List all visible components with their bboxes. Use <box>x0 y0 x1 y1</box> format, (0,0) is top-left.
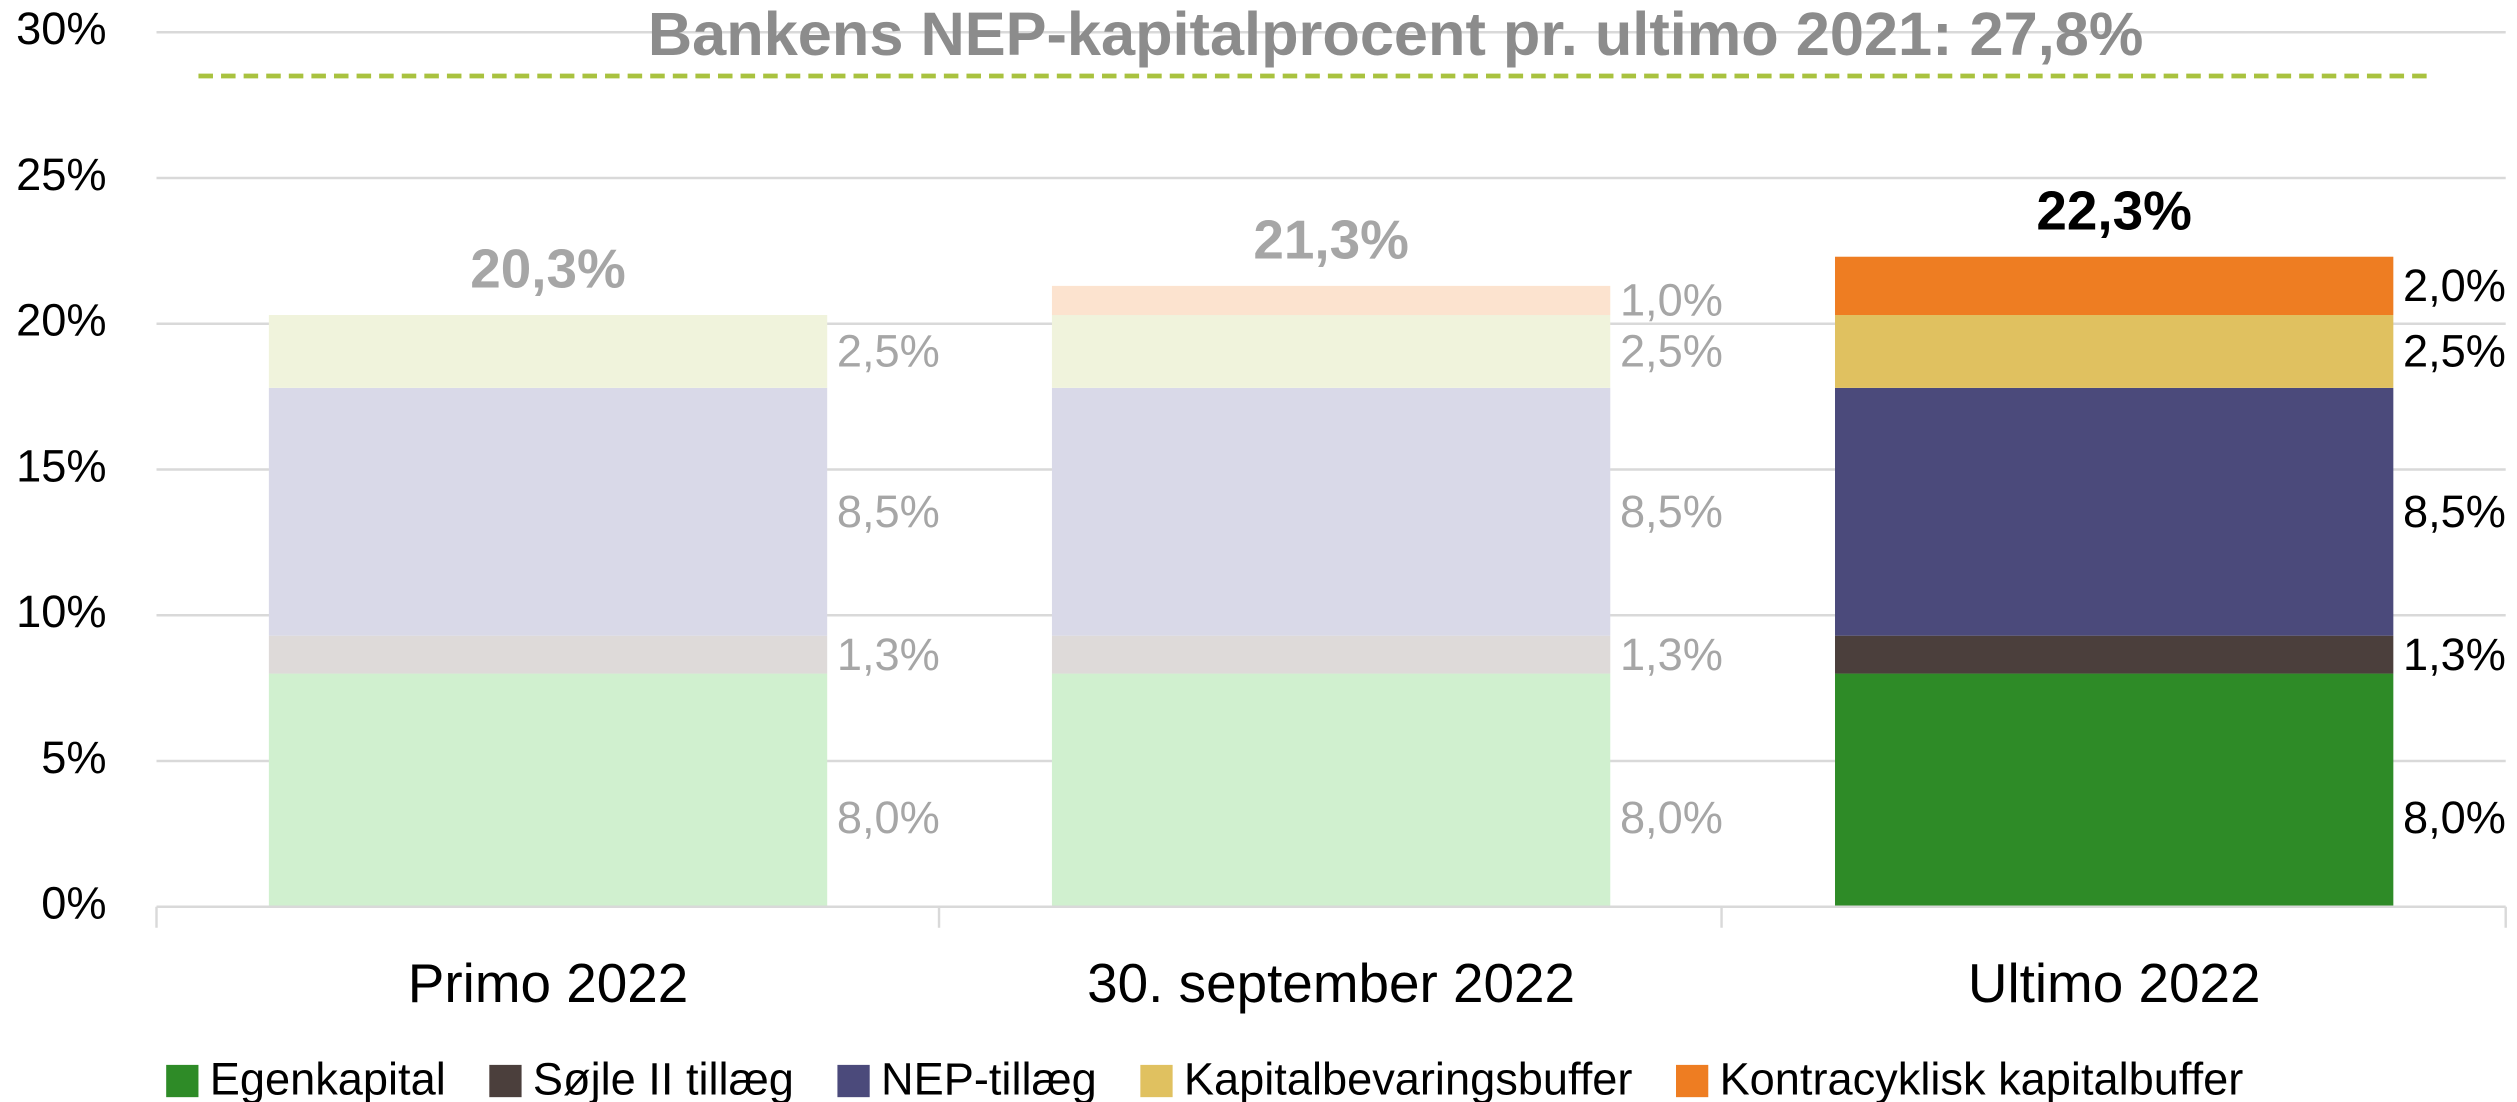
total-label: 21,3% <box>1253 208 1409 270</box>
bar-segment <box>1051 315 1611 388</box>
bar-segment <box>1835 387 2394 636</box>
total-label: 22,3% <box>2036 179 2192 241</box>
bar-segment <box>1835 673 2394 907</box>
value-label: 8,5% <box>1620 486 1723 537</box>
legend-swatch <box>837 1064 870 1098</box>
y-tick-label: 15% <box>16 440 106 491</box>
legend-swatch <box>166 1064 199 1098</box>
value-label: 2,5% <box>1620 326 1723 377</box>
value-label: 8,0% <box>2403 792 2506 843</box>
value-label: 8,0% <box>837 792 940 843</box>
bar-segment <box>1835 635 2394 674</box>
bar-segment <box>1051 635 1611 674</box>
legend-swatch <box>1676 1064 1709 1098</box>
bar-segment <box>1835 315 2394 388</box>
y-tick-label: 25% <box>16 149 106 200</box>
value-label: 2,5% <box>837 326 940 377</box>
marks <box>268 256 2394 907</box>
bar-segment <box>1051 285 1611 316</box>
legend-label: Kapitalbevaringsbuffer <box>1184 1054 1633 1102</box>
bar-segment <box>1835 256 2394 316</box>
bar-segment <box>268 315 828 388</box>
value-label: 2,5% <box>2403 326 2506 377</box>
bar-segment <box>268 387 828 636</box>
value-label: 1,3% <box>837 629 940 680</box>
legend-label: NEP-tillæg <box>881 1054 1097 1102</box>
value-label: 8,0% <box>1620 792 1723 843</box>
bar-segment <box>1051 673 1611 907</box>
bar-segment <box>268 635 828 674</box>
legend-swatch <box>1140 1064 1173 1098</box>
y-tick-label: 20% <box>16 295 106 346</box>
x-tick-label: Ultimo 2022 <box>1968 952 2261 1014</box>
y-tick-label: 10% <box>16 586 106 637</box>
y-tick-label: 0% <box>41 878 106 929</box>
value-label: 1,3% <box>2403 629 2506 680</box>
total-label: 20,3% <box>470 238 626 300</box>
value-label: 2,0% <box>2403 260 2506 311</box>
value-label: 8,5% <box>837 486 940 537</box>
x-tick-label: Primo 2022 <box>408 952 688 1014</box>
bar-segment <box>268 673 828 907</box>
value-label: 8,5% <box>2403 486 2506 537</box>
value-label: 1,3% <box>1620 629 1723 680</box>
y-tick-label: 5% <box>41 732 106 783</box>
legend-label: Egenkapital <box>210 1054 446 1102</box>
legend-swatch <box>489 1064 522 1098</box>
value-label: 1,0% <box>1620 275 1723 326</box>
y-tick-label: 30% <box>16 3 106 54</box>
legend-label: Kontracyklisk kapitalbuffer <box>1720 1054 2244 1102</box>
chart-title: Bankens NEP-kapitalprocent pr. ultimo 20… <box>648 0 2143 68</box>
bar-segment <box>1051 387 1611 636</box>
x-tick-label: 30. september 2022 <box>1087 952 1575 1014</box>
legend-label: Søjle II tillæg <box>533 1054 794 1102</box>
